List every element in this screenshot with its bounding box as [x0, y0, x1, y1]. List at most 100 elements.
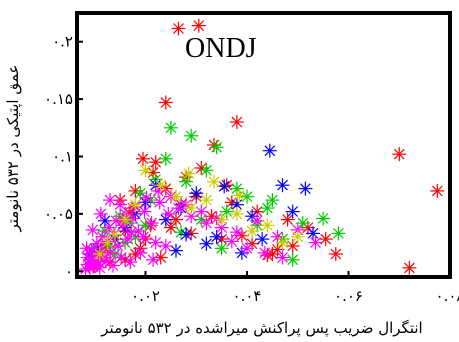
scatter-point — [430, 183, 445, 198]
scatter-point — [158, 151, 173, 166]
scatter-point — [171, 21, 186, 36]
scatter-point — [217, 179, 232, 194]
scatter-point — [260, 201, 275, 216]
scatter-point — [250, 213, 265, 228]
scatter-point — [331, 226, 346, 241]
scatter-point — [148, 235, 163, 250]
marker-layer — [78, 18, 445, 276]
scatter-point — [240, 241, 254, 256]
scatter-point — [161, 206, 176, 221]
y-tick-label: ۰.۱ — [52, 147, 73, 165]
scatter-point — [290, 229, 305, 244]
scatter-point — [184, 128, 199, 143]
x-tick-label: ۰.۰۴ — [233, 287, 262, 305]
scatter-point — [316, 211, 331, 226]
scatter-point — [128, 197, 143, 212]
scatter-point — [113, 197, 128, 212]
scatter-point — [229, 115, 244, 129]
scatter-point — [209, 140, 224, 155]
scatter-point — [280, 212, 295, 227]
scatter-point — [158, 95, 173, 110]
scatter-point — [118, 212, 133, 227]
scatter-point — [308, 235, 323, 250]
scatter-point — [138, 195, 153, 210]
scatter-point — [199, 236, 214, 251]
scatter-point — [262, 143, 277, 158]
scatter-point — [392, 147, 407, 162]
scatter-point — [214, 212, 229, 227]
scatter-point — [152, 195, 167, 210]
scatter-point — [257, 245, 272, 260]
scatter-point — [265, 247, 280, 261]
x-tick-label: ۰.۰۶ — [334, 287, 363, 305]
scatter-point — [158, 239, 173, 253]
scatter-point — [151, 183, 166, 198]
scatter-point — [328, 247, 343, 261]
scatter-point — [148, 155, 163, 170]
scatter-point — [158, 212, 173, 227]
scatter-point — [138, 218, 153, 233]
scatter-point — [275, 250, 290, 265]
scatter-point — [260, 218, 275, 233]
scatter-point — [275, 178, 290, 193]
y-tick-label: ۰ — [65, 262, 73, 280]
scatter-point — [199, 163, 214, 178]
scatter-point — [124, 225, 139, 240]
scatter-point — [139, 190, 154, 205]
x-axis-label: انتگرال ضریب پس پراکنش میراشده در ۵۳۲ نا… — [100, 319, 422, 338]
y-tick-label: ۰.۲ — [52, 33, 73, 51]
scatter-point — [214, 241, 229, 256]
scatter-point — [163, 220, 178, 235]
scatter-point — [109, 213, 124, 228]
scatter-point — [123, 255, 138, 270]
scatter-point — [402, 260, 417, 275]
scatter-point — [144, 216, 159, 231]
scatter-point — [146, 252, 161, 267]
scatter-point — [179, 227, 194, 242]
scatter-point — [199, 193, 214, 208]
scatter-point — [181, 166, 196, 181]
x-tick-label: ۰.۰۲ — [131, 287, 160, 305]
scatter-point — [298, 181, 313, 196]
scatter-point — [103, 193, 117, 208]
scatter-point — [133, 186, 148, 201]
y-axis-label: عمق اپتیکی در ۵۳۲ نانومتر — [4, 65, 23, 233]
scatter-point — [275, 235, 290, 250]
scatter-point — [136, 229, 151, 244]
scatter-point — [229, 206, 244, 221]
scatter-point — [240, 189, 254, 204]
y-tick-label: ۰.۱۵ — [44, 90, 73, 108]
scatter-point — [153, 178, 168, 193]
scatter-point — [136, 151, 150, 166]
y-tick-label: ۰.۰۵ — [44, 205, 73, 223]
scatter-point — [255, 232, 270, 247]
scatter-point — [232, 188, 247, 203]
scatter-point — [245, 224, 260, 239]
scatter-point — [100, 235, 115, 250]
scatter-point — [318, 232, 333, 247]
scatter-point — [199, 216, 214, 231]
season-label: ONDJ — [185, 33, 257, 64]
scatter-point — [306, 226, 320, 241]
scatter-point — [229, 225, 244, 240]
scatter-point — [169, 189, 183, 204]
scatter-point — [265, 193, 280, 208]
scatter-point — [219, 178, 234, 193]
scatter-point — [111, 239, 126, 253]
tick-layer: ۰.۰۲ ۰.۰۴ ۰.۰۶ ۰.۰۸ ۰ ۰.۰۵ ۰.۱ ۰.۱۵ ۰.۲ — [44, 33, 459, 305]
scatter-point — [138, 163, 153, 178]
scatter-point — [184, 201, 199, 216]
scatter-point — [285, 204, 300, 219]
scatter-point — [79, 241, 94, 256]
scatter-point — [92, 247, 107, 261]
scatter-point — [229, 181, 244, 196]
scatter-point — [85, 222, 100, 237]
scatter-point — [163, 120, 178, 135]
x-tick-label: ۰.۰۸ — [436, 287, 459, 305]
scatter-point — [115, 218, 130, 233]
scatter-point — [189, 186, 204, 201]
scatter-point — [191, 18, 206, 33]
scatter-point — [93, 206, 108, 221]
scatter-point — [133, 245, 148, 260]
